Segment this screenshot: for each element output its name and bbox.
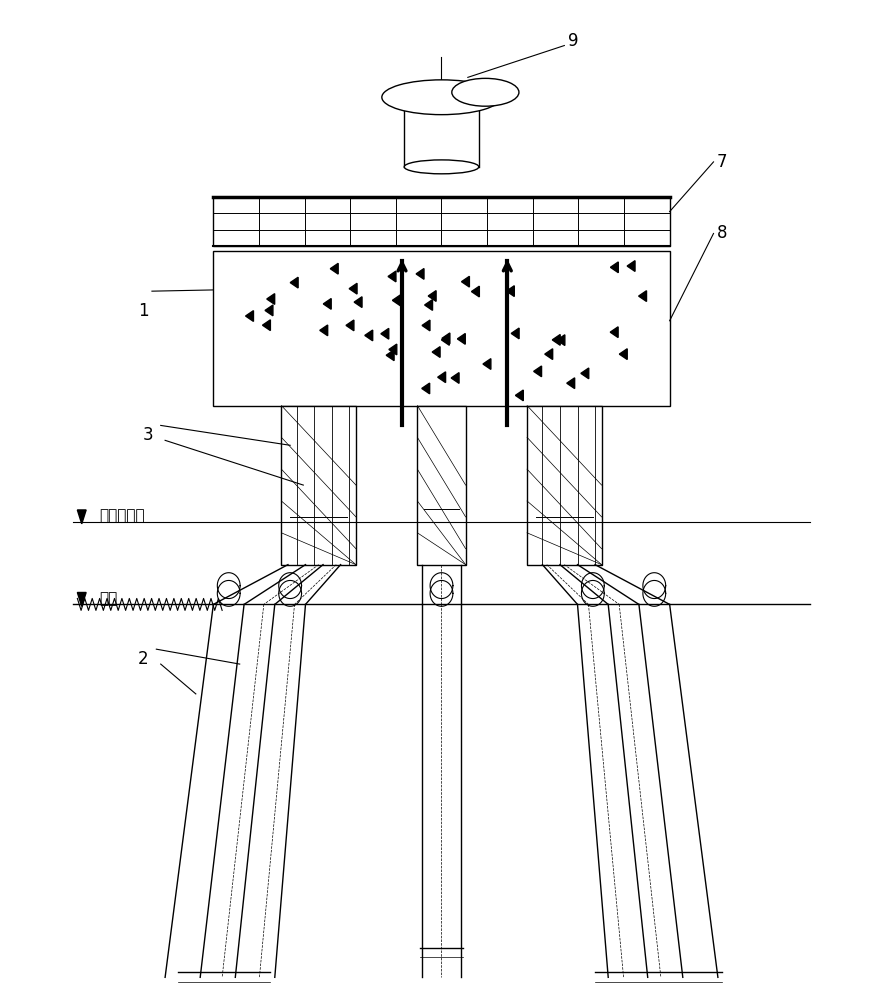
Bar xyxy=(214,197,669,246)
Polygon shape xyxy=(428,291,436,301)
Polygon shape xyxy=(610,262,618,273)
Polygon shape xyxy=(425,300,433,310)
Polygon shape xyxy=(323,299,331,309)
Polygon shape xyxy=(557,335,565,346)
Bar xyxy=(214,251,669,406)
Polygon shape xyxy=(545,349,553,360)
Polygon shape xyxy=(451,373,459,383)
Polygon shape xyxy=(78,592,87,606)
Polygon shape xyxy=(365,330,373,341)
Polygon shape xyxy=(442,333,449,344)
Polygon shape xyxy=(610,327,618,338)
Text: 2: 2 xyxy=(138,650,148,668)
Polygon shape xyxy=(552,335,560,345)
Polygon shape xyxy=(262,320,270,331)
Polygon shape xyxy=(511,328,519,339)
Polygon shape xyxy=(516,390,524,401)
Polygon shape xyxy=(392,295,400,306)
Polygon shape xyxy=(349,283,357,294)
Polygon shape xyxy=(472,286,479,297)
Bar xyxy=(527,406,601,565)
Polygon shape xyxy=(462,276,470,287)
Polygon shape xyxy=(389,344,396,355)
Polygon shape xyxy=(78,510,87,524)
Text: 8: 8 xyxy=(717,224,728,242)
Text: 7: 7 xyxy=(717,153,728,171)
Polygon shape xyxy=(386,350,394,361)
Bar xyxy=(418,406,465,565)
Polygon shape xyxy=(627,261,635,271)
Polygon shape xyxy=(381,328,389,339)
Polygon shape xyxy=(422,320,430,331)
Bar xyxy=(282,406,356,565)
Polygon shape xyxy=(442,335,449,345)
Polygon shape xyxy=(291,277,298,288)
Polygon shape xyxy=(320,325,328,336)
Polygon shape xyxy=(567,378,575,389)
Polygon shape xyxy=(267,294,275,304)
Polygon shape xyxy=(507,286,514,296)
Text: 9: 9 xyxy=(568,32,578,50)
Text: 1: 1 xyxy=(138,302,148,320)
Polygon shape xyxy=(346,320,354,331)
Polygon shape xyxy=(388,271,396,282)
Text: 泥面: 泥面 xyxy=(99,591,117,606)
Polygon shape xyxy=(422,383,430,394)
Text: 3: 3 xyxy=(142,426,153,444)
Polygon shape xyxy=(330,263,338,274)
Ellipse shape xyxy=(381,80,502,115)
Polygon shape xyxy=(438,372,446,383)
Polygon shape xyxy=(265,305,273,316)
Polygon shape xyxy=(581,368,589,379)
Polygon shape xyxy=(638,291,646,301)
Polygon shape xyxy=(619,349,627,359)
Polygon shape xyxy=(416,269,424,279)
Polygon shape xyxy=(354,297,362,307)
Ellipse shape xyxy=(404,160,479,174)
Polygon shape xyxy=(457,334,465,344)
Text: 平均海平面: 平均海平面 xyxy=(99,508,145,523)
Polygon shape xyxy=(533,366,541,377)
Polygon shape xyxy=(245,311,253,321)
Ellipse shape xyxy=(452,78,519,106)
Polygon shape xyxy=(432,347,440,357)
Polygon shape xyxy=(483,359,491,369)
